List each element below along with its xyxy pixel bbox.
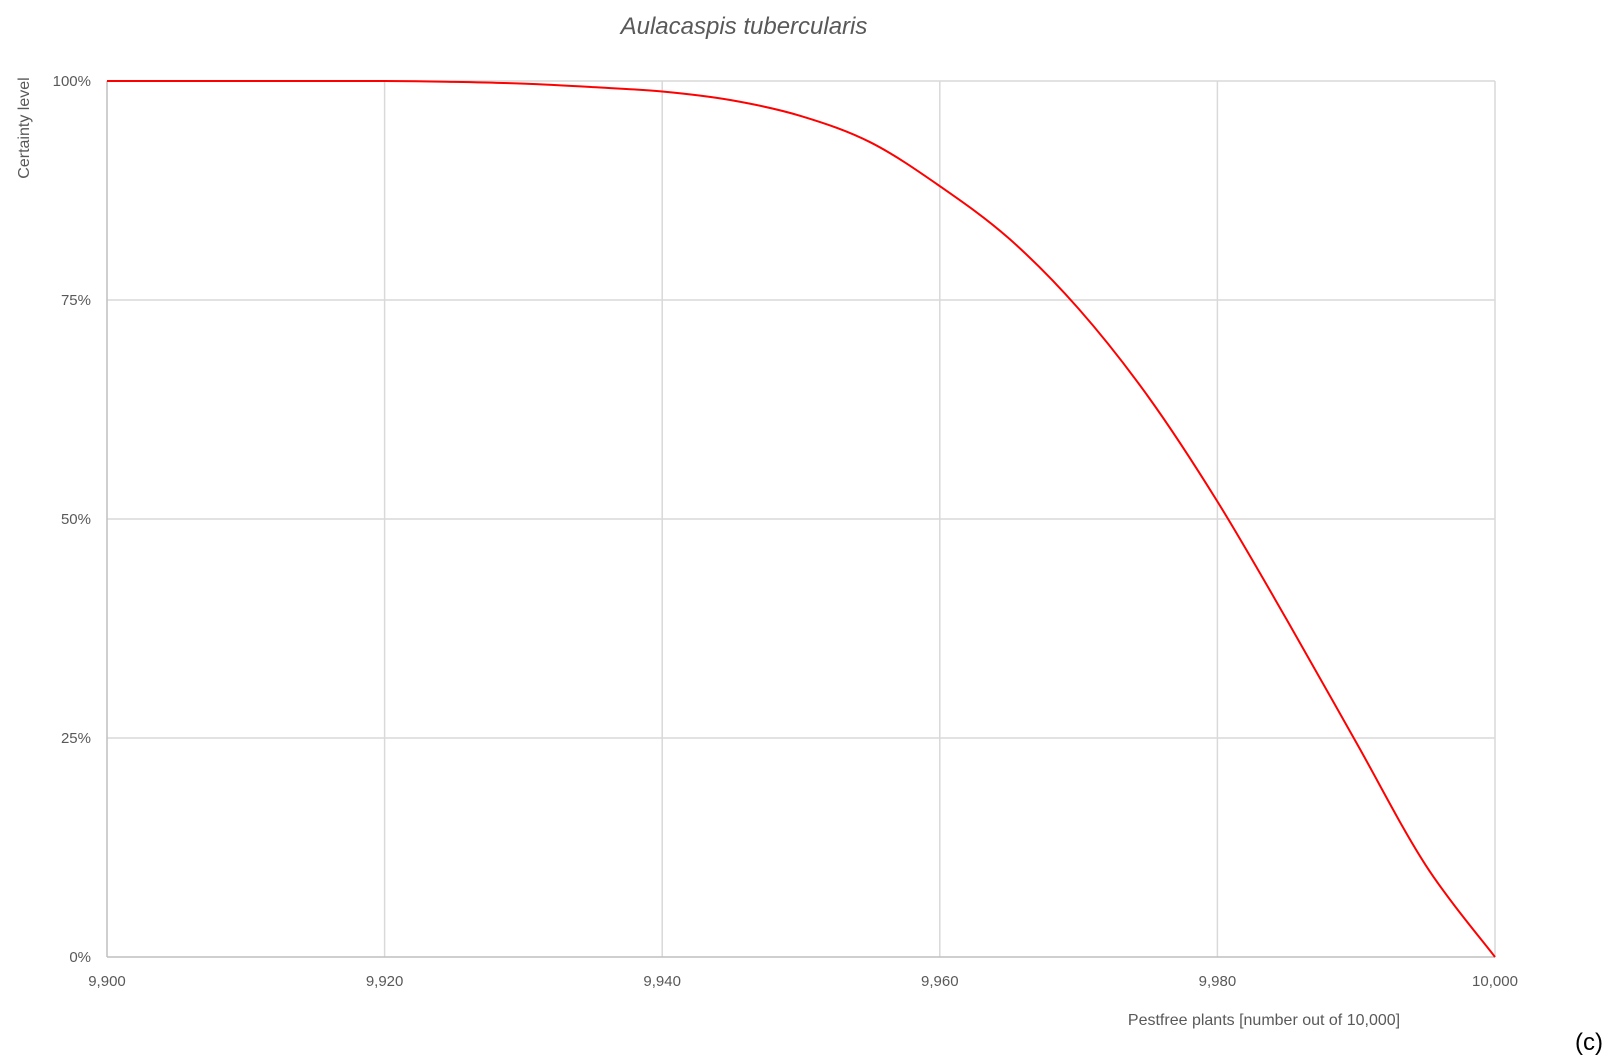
axes — [106, 81, 1495, 958]
x-tick-label: 9,900 — [88, 973, 126, 990]
y-tick-label: 25% — [61, 730, 91, 747]
grid — [107, 80, 1496, 957]
y-tick-labels: 0% 25% 50% 75% 100% — [53, 73, 91, 966]
x-tick-label: 9,980 — [1199, 973, 1237, 990]
y-axis-title: Certainty level — [16, 77, 33, 178]
x-tick-labels: 9,900 9,920 9,940 9,960 9,980 10,000 — [88, 973, 1518, 990]
x-axis-title: Pestfree plants [number out of 10,000] — [1128, 1012, 1400, 1029]
panel-label: (c) — [1575, 1029, 1603, 1055]
x-tick-label: 9,960 — [921, 973, 959, 990]
x-tick-label: 9,920 — [366, 973, 404, 990]
series — [107, 79, 1496, 958]
x-tick-label: 9,940 — [643, 973, 681, 990]
y-tick-label: 0% — [69, 949, 91, 966]
y-tick-label: 50% — [61, 511, 91, 528]
x-tick-label: 10,000 — [1472, 973, 1518, 990]
y-tick-label: 75% — [61, 292, 91, 309]
chart-title: Aulacaspis tubercularis — [619, 13, 868, 40]
y-tick-label: 100% — [53, 73, 91, 90]
series-line — [107, 79, 1496, 958]
